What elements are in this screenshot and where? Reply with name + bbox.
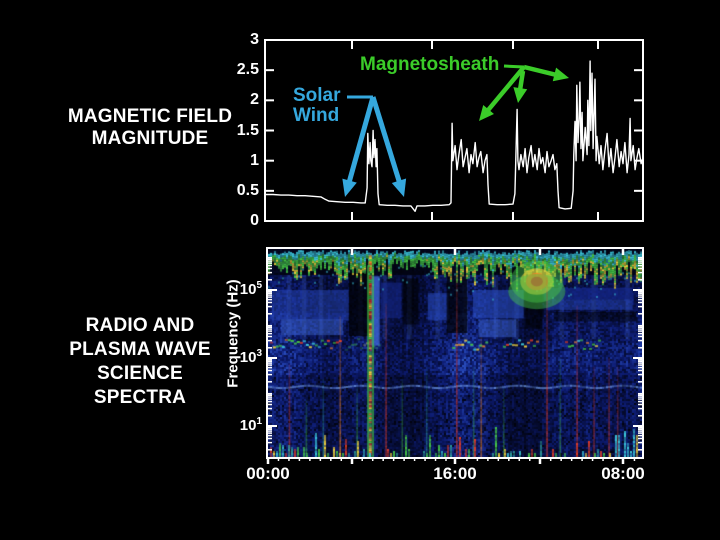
mag-y-tick-label: 3	[250, 31, 259, 48]
solar-wind-annotation: Solar Wind	[293, 86, 341, 126]
solar-wind-arrow-0-shaft	[346, 96, 376, 184]
mag-plot-frame	[264, 39, 644, 222]
spec-plot-frame	[266, 247, 644, 459]
magnetic-field-label-line1: MAGNETIC FIELD	[67, 106, 233, 127]
time-tick-label-0000: 00:00	[246, 464, 290, 483]
time-tick-label-0800: 08:00	[601, 464, 645, 483]
radio-label-line4: SPECTRA	[93, 387, 187, 408]
solar-wind-line2: Wind	[293, 105, 340, 126]
spectrogram-image	[268, 249, 644, 459]
mag-y-tick-label: 2.5	[236, 61, 259, 79]
mag-y-tick-label: 1.5	[236, 121, 259, 139]
mag-y-tick-label: 2	[250, 91, 259, 109]
freq-tick-exp: 3	[256, 348, 262, 359]
freq-tick-base: 10	[239, 281, 257, 298]
freq-tick-base: 10	[239, 417, 257, 434]
magnetosheath-arrow-1-head	[513, 87, 528, 103]
solar-wind-arrow-1-shaft	[370, 96, 402, 184]
solar-wind-arrow-1-head	[391, 178, 407, 197]
freq-tick-exp: 1	[256, 416, 262, 427]
radio-label-line3: SCIENCE	[97, 363, 183, 384]
magnetosheath-arrow-0-shaft	[485, 65, 526, 113]
radio-label-line1: RADIO AND	[85, 315, 195, 336]
mag-y-tick-label: 0.5	[236, 181, 259, 199]
freq-tick-label-1e1: 101	[222, 416, 262, 434]
magnetosheath-arrow-connector	[503, 64, 525, 69]
frequency-axis-label: Frequency (Hz)	[224, 279, 242, 388]
radio-spectra-label: RADIO AND PLASMA WAVE SCIENCE SPECTRA	[50, 314, 230, 410]
mag-y-tick-label: 1	[250, 151, 259, 169]
mag-y-tick-label: 0	[250, 212, 259, 229]
freq-tick-exp: 5	[256, 280, 262, 291]
magnetic-field-trace	[265, 60, 644, 213]
magnetosheath-arrow-2-shaft	[523, 64, 557, 78]
magnetosheath-arrow-1-shaft	[517, 70, 526, 91]
magnetosheath-arrow-2-head	[552, 67, 569, 82]
magnetosheath-annotation: Magnetosheath	[360, 54, 500, 75]
freq-tick-label-1e3: 103	[222, 348, 262, 366]
solar-wind-arrow-0-head	[342, 178, 357, 197]
magnetic-field-label: MAGNETIC FIELD MAGNITUDE	[50, 106, 250, 150]
freq-tick-base: 10	[239, 349, 257, 366]
radio-label-line2: PLASMA WAVE	[69, 339, 211, 360]
magnetosheath-arrow-0-head	[479, 104, 494, 121]
solar-wind-line1: Solar	[293, 85, 341, 106]
magnetic-field-label-line2: MAGNITUDE	[91, 128, 209, 149]
freq-tick-label-1e5: 105	[222, 280, 262, 298]
time-tick-label-1600: 16:00	[433, 464, 477, 483]
